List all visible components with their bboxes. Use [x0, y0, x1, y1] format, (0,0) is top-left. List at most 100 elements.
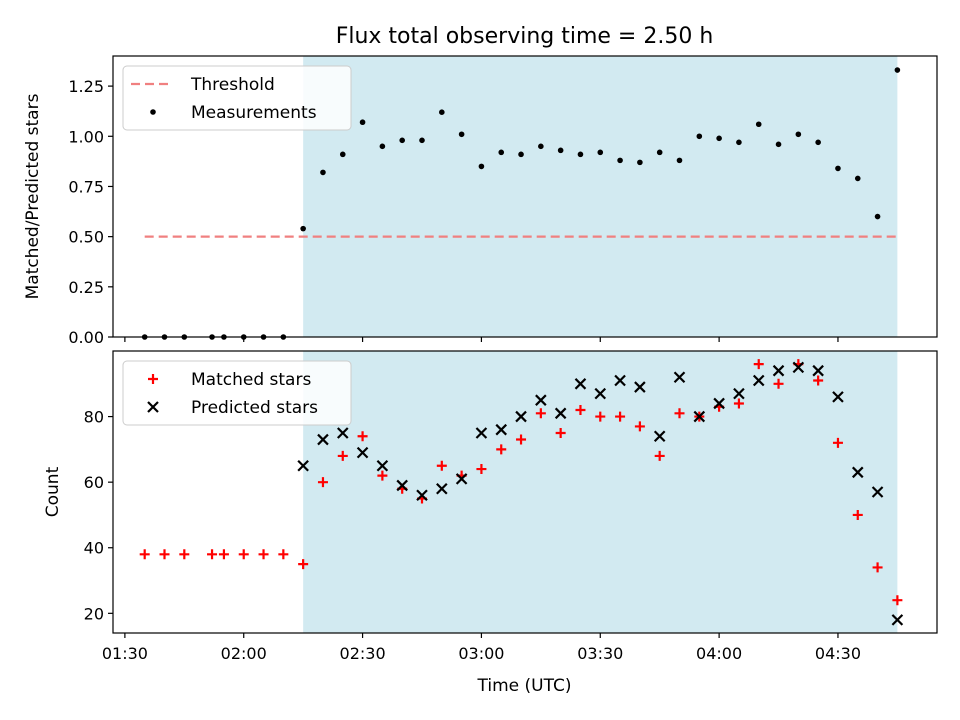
predicted-star-point — [871, 486, 884, 498]
legend-label: Measurements — [191, 103, 317, 123]
measurement-point — [300, 225, 306, 232]
measurement-point — [637, 159, 643, 166]
predicted-star-point — [475, 427, 488, 439]
matched-star-point — [278, 549, 289, 560]
measurement-point — [439, 109, 445, 115]
matched-star-point — [575, 405, 586, 416]
matched-star-point — [654, 450, 665, 461]
predicted-star-point — [752, 374, 765, 387]
measurement-point — [795, 131, 802, 138]
matched-star-point — [179, 549, 190, 560]
predicted-star-point — [455, 473, 468, 485]
legend-label: Threshold — [190, 75, 275, 95]
matched-star-point — [159, 549, 170, 560]
matched-star-point — [476, 464, 487, 475]
predicted-star-point — [297, 459, 309, 472]
observing-window-shade — [303, 56, 898, 337]
matched-star-point — [357, 431, 368, 442]
matched-star-point — [535, 408, 546, 419]
legend-box — [122, 360, 352, 426]
predicted-star-point — [653, 430, 666, 443]
measurement-point — [894, 67, 901, 73]
y-tick-label: 20 — [84, 604, 104, 623]
matched-star-point — [753, 359, 764, 370]
measurement-point — [339, 151, 346, 158]
matched-star-point — [872, 562, 883, 573]
predicted-star-point — [574, 378, 587, 390]
measurement-point — [656, 149, 663, 156]
y-tick-label: 1.00 — [68, 127, 104, 146]
matched-star-point — [852, 509, 863, 520]
matched-star-point — [813, 375, 824, 386]
y-axis-label: Matched/Predicted stars — [23, 93, 43, 299]
predicted-star-point — [891, 614, 904, 626]
measurement-point — [320, 169, 326, 176]
axes-frame — [112, 350, 938, 634]
measurement-point — [458, 131, 465, 138]
matched-star-point — [298, 559, 309, 570]
matched-star-point — [317, 477, 328, 488]
predicted-star-point — [673, 371, 686, 384]
matched-star-point — [555, 427, 566, 438]
predicted-star-point — [317, 433, 329, 446]
measurement-point — [815, 139, 821, 146]
legend-measurements-swatch — [150, 109, 156, 115]
axes-frame — [112, 55, 938, 338]
legend-label: Predicted stars — [191, 398, 318, 418]
y-tick-label: 40 — [84, 539, 104, 558]
measurement-point — [716, 135, 722, 142]
y-tick-label: 0.75 — [68, 177, 104, 196]
measurement-point — [577, 151, 584, 158]
legend-box — [122, 65, 352, 131]
x-tick-label: 04:30 — [815, 644, 861, 663]
x-tick-label: 02:00 — [221, 644, 267, 663]
matched-star-point — [436, 460, 447, 471]
matched-star-point — [733, 398, 744, 409]
predicted-star-point — [693, 410, 706, 423]
x-tick-label: 01:30 — [102, 644, 148, 663]
legend-label: Matched stars — [191, 370, 311, 390]
matched-star-point — [634, 421, 645, 432]
measurement-point — [736, 139, 742, 146]
measurement-point — [478, 163, 485, 170]
legend-matched-swatch — [148, 374, 158, 384]
predicted-star-point — [336, 427, 349, 439]
predicted-star-point — [436, 482, 448, 495]
measurement-point — [379, 143, 386, 150]
matched-star-point — [139, 549, 150, 560]
predicted-star-point — [832, 391, 844, 403]
measurement-point — [498, 149, 505, 156]
x-tick-label: 04:00 — [696, 644, 742, 663]
matched-star-point — [832, 437, 843, 448]
measurement-point — [518, 151, 524, 158]
matched-star-point — [218, 549, 229, 560]
measurement-point — [755, 121, 762, 128]
predicted-star-point — [356, 446, 369, 459]
matched-star-point — [238, 549, 249, 560]
predicted-star-point — [772, 364, 785, 377]
measurement-point — [557, 147, 564, 154]
matched-star-point — [258, 549, 269, 560]
matched-star-point — [207, 549, 218, 560]
measurement-point — [359, 119, 366, 126]
matched-star-point — [377, 470, 388, 481]
y-tick-label: 0.50 — [68, 228, 104, 247]
measurement-point — [874, 213, 881, 220]
measurement-point — [538, 143, 544, 150]
x-axis-label: Time (UTC) — [477, 676, 572, 696]
predicted-star-point — [614, 374, 626, 387]
matched-star-point — [595, 411, 606, 422]
predicted-star-point — [851, 466, 864, 479]
predicted-star-point — [515, 410, 527, 423]
y-axis-label: Count — [43, 466, 63, 517]
matched-star-point — [337, 450, 348, 461]
matched-star-point — [674, 408, 685, 419]
measurement-point — [399, 137, 405, 144]
predicted-star-point — [634, 381, 646, 393]
predicted-star-point — [416, 489, 428, 502]
y-tick-label: 1.25 — [68, 77, 104, 96]
predicted-star-point — [792, 361, 805, 374]
predicted-star-point — [733, 387, 745, 400]
predicted-star-point — [713, 397, 725, 410]
